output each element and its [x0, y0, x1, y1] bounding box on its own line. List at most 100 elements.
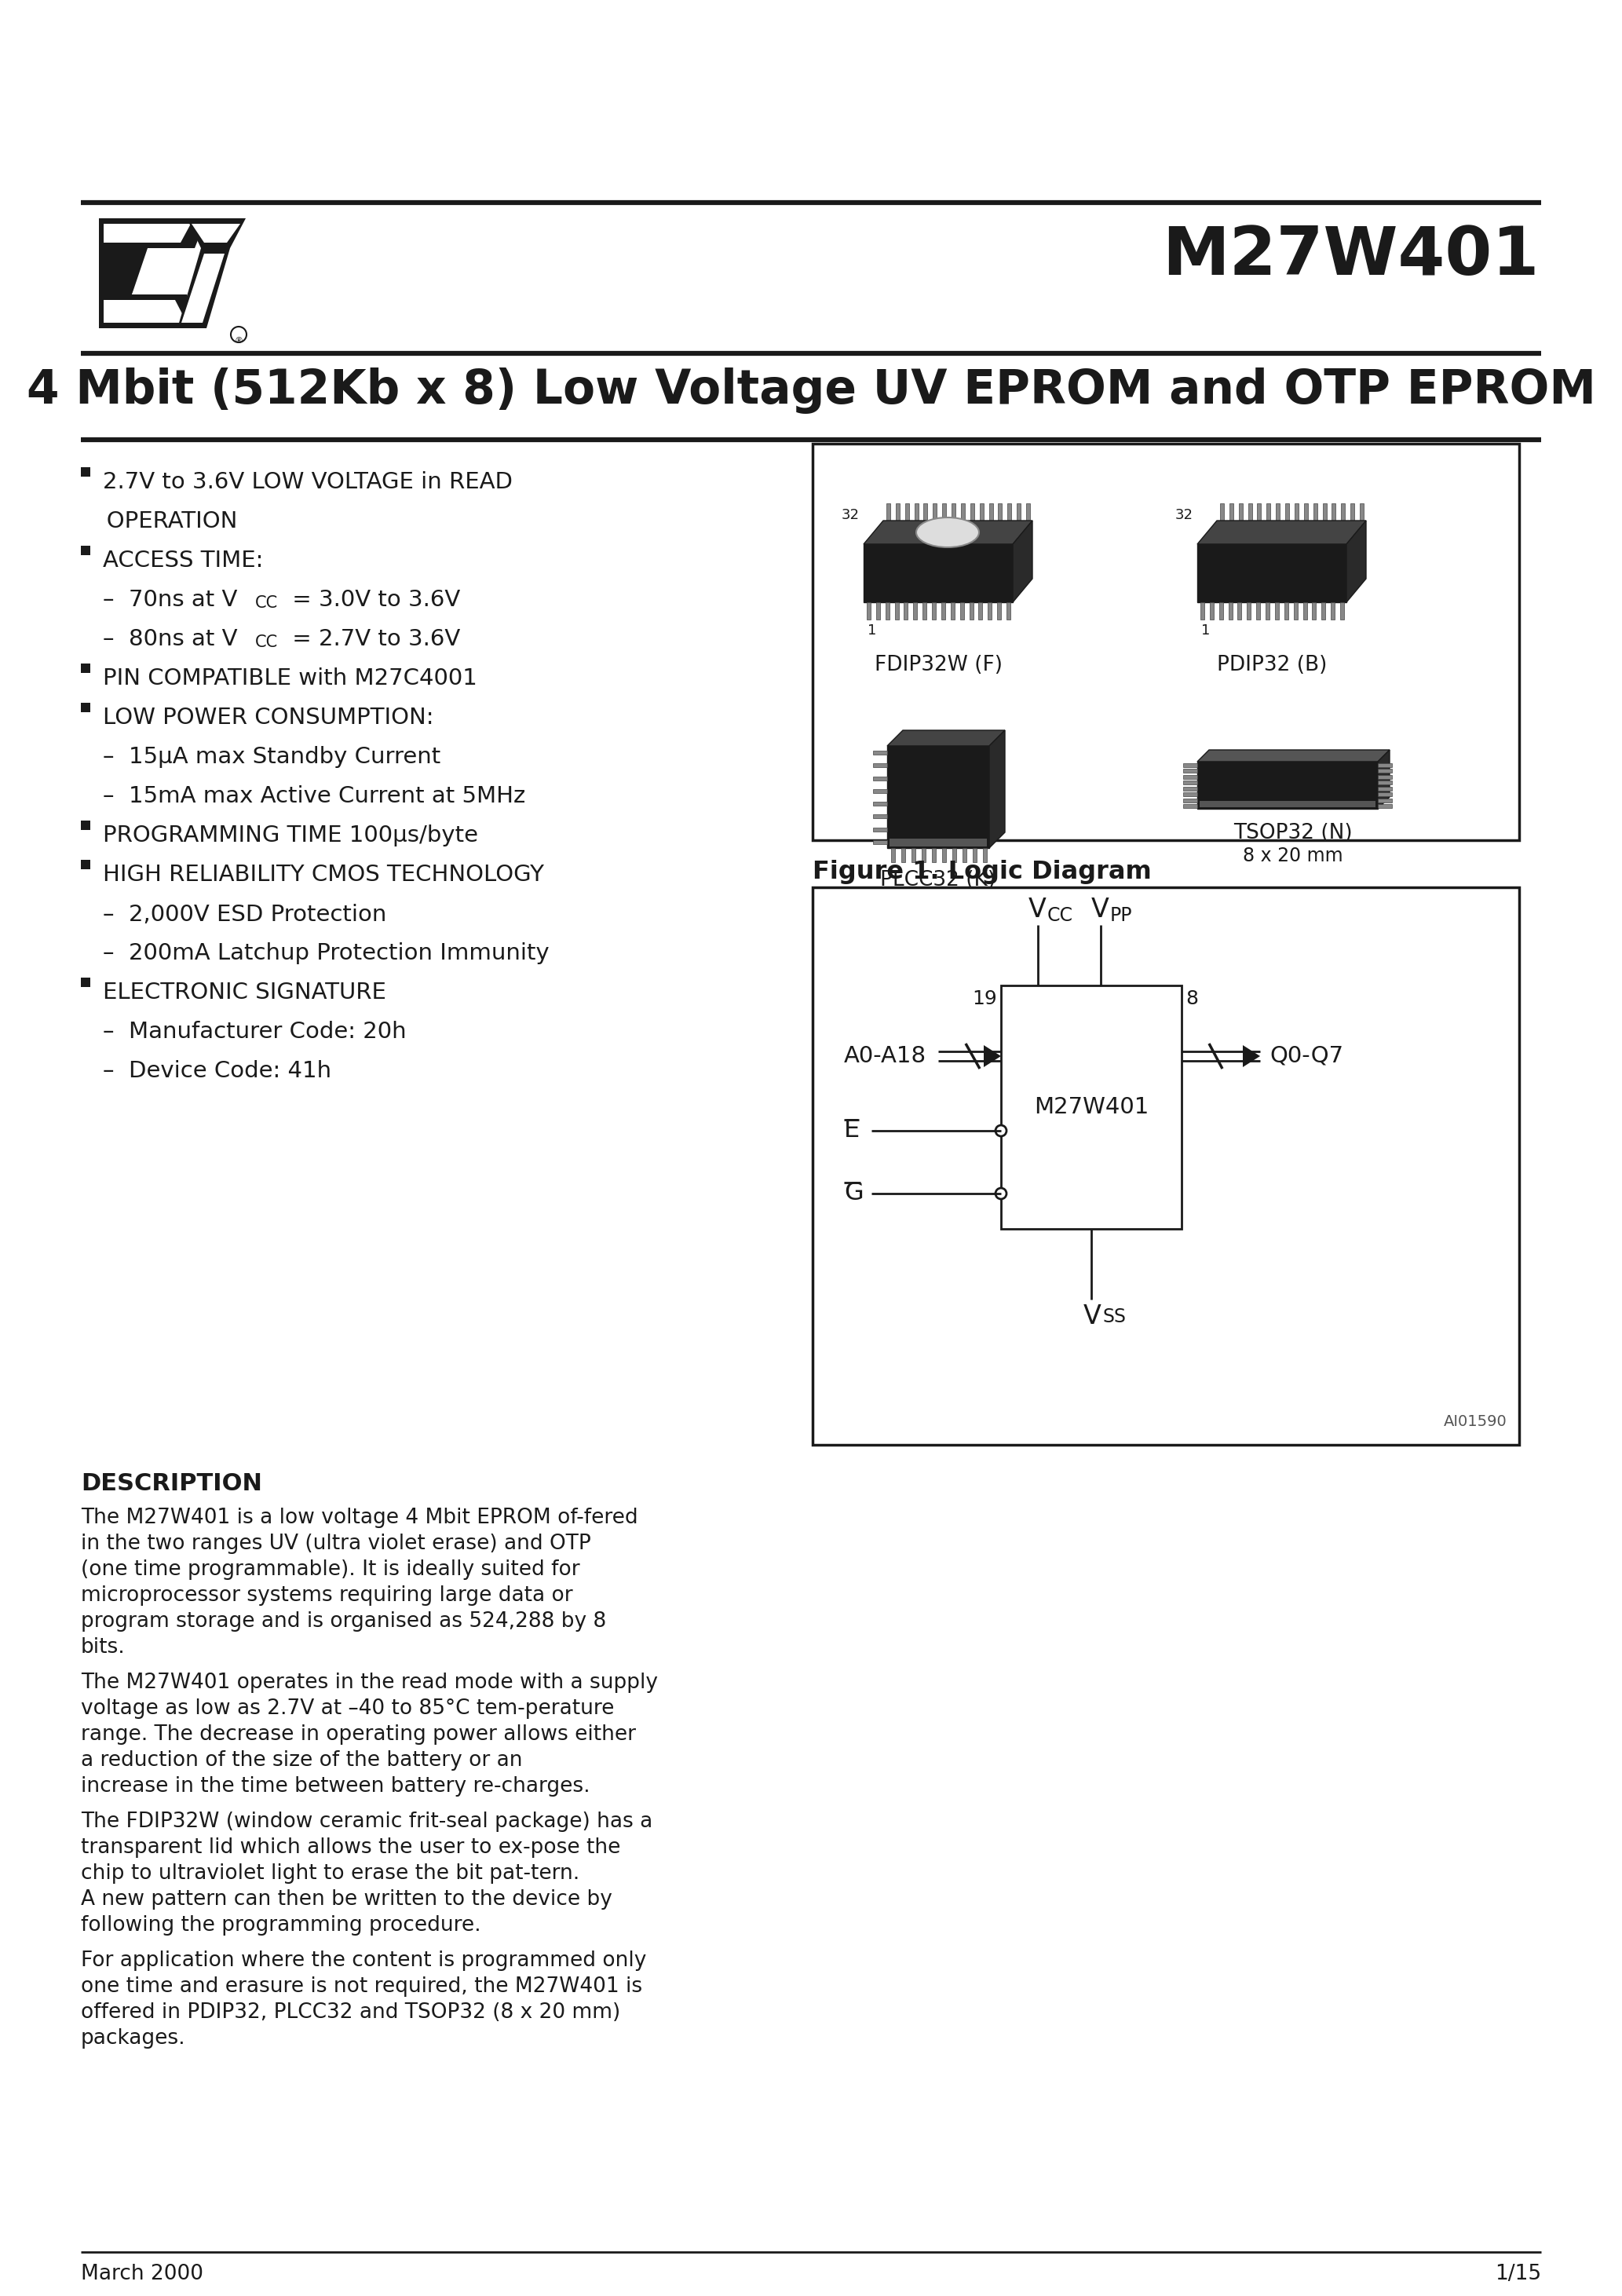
Text: –  70ns at V: – 70ns at V [102, 590, 237, 611]
Bar [1007, 503, 1012, 521]
Bar [1027, 503, 1030, 521]
Bar [1285, 503, 1289, 521]
Text: G: G [843, 1182, 863, 1205]
Polygon shape [863, 544, 1012, 602]
Text: Q0-Q7: Q0-Q7 [1270, 1045, 1343, 1068]
Bar [1182, 799, 1197, 801]
Bar [1294, 602, 1298, 620]
Bar [81, 546, 91, 556]
Text: M27W401: M27W401 [1161, 223, 1539, 289]
Text: OPERATION: OPERATION [84, 510, 237, 533]
Text: program storage and is organised as 524,288 by 8: program storage and is organised as 524,… [81, 1612, 607, 1632]
Polygon shape [187, 218, 247, 248]
Bar [989, 503, 993, 521]
Bar [1312, 602, 1315, 620]
Bar [1377, 762, 1392, 767]
Text: –  Device Code: 41h: – Device Code: 41h [102, 1061, 331, 1081]
Bar [873, 827, 887, 831]
Text: V: V [1092, 898, 1109, 923]
Bar [866, 602, 871, 620]
Bar [980, 503, 983, 521]
Circle shape [996, 1125, 1007, 1137]
Text: Figure 1. Logic Diagram: Figure 1. Logic Diagram [813, 859, 1152, 884]
Bar [1275, 602, 1278, 620]
Bar [915, 503, 918, 521]
Bar [1200, 801, 1375, 808]
Bar [913, 602, 916, 620]
Circle shape [230, 326, 247, 342]
Bar [813, 886, 1520, 1444]
Bar [873, 801, 887, 806]
Bar [1267, 503, 1270, 521]
Bar [1257, 503, 1262, 521]
Polygon shape [1197, 751, 1390, 762]
Bar [81, 978, 91, 987]
Text: PP: PP [1109, 907, 1132, 925]
Text: FDIP32W (F): FDIP32W (F) [874, 654, 1002, 675]
Text: PIN COMPATIBLE with M27C4001: PIN COMPATIBLE with M27C4001 [102, 668, 477, 689]
Bar [1200, 602, 1204, 620]
Bar [1220, 602, 1223, 620]
Bar [1377, 788, 1392, 790]
Polygon shape [989, 730, 1006, 847]
Bar [1257, 602, 1260, 620]
Polygon shape [104, 223, 191, 243]
Text: 32: 32 [842, 507, 860, 521]
Bar [1302, 602, 1307, 620]
Text: in the two ranges UV (ultra violet erase) and OTP: in the two ranges UV (ultra violet erase… [81, 1534, 590, 1554]
Bar [886, 602, 889, 620]
Polygon shape [983, 1045, 1001, 1068]
Text: 19: 19 [972, 990, 998, 1008]
Text: increase in the time between battery re-charges.: increase in the time between battery re-… [81, 1777, 590, 1795]
Bar [1377, 799, 1392, 801]
Bar [1340, 602, 1345, 620]
Text: one time and erasure is not required, the M27W401 is: one time and erasure is not required, th… [81, 1977, 642, 1998]
Text: following the programming procedure.: following the programming procedure. [81, 1915, 482, 1936]
Bar [81, 859, 91, 870]
Text: (one time programmable). It is ideally suited for: (one time programmable). It is ideally s… [81, 1559, 581, 1580]
Bar [1182, 774, 1197, 778]
Text: –  2,000V ESD Protection: – 2,000V ESD Protection [102, 902, 386, 925]
Bar [873, 790, 887, 792]
Bar [1228, 602, 1233, 620]
Text: voltage as low as 2.7V at –40 to 85°C tem-perature: voltage as low as 2.7V at –40 to 85°C te… [81, 1699, 615, 1720]
Text: –  15μA max Standby Current: – 15μA max Standby Current [102, 746, 441, 769]
Bar [1239, 503, 1242, 521]
Text: 1: 1 [1202, 625, 1210, 638]
Text: = 3.0V to 3.6V: = 3.0V to 3.6V [285, 590, 461, 611]
Text: The M27W401 operates in the read mode with a supply: The M27W401 operates in the read mode wi… [81, 1671, 659, 1692]
Bar [970, 503, 975, 521]
Circle shape [996, 1187, 1007, 1199]
Text: ELECTRONIC SIGNATURE: ELECTRONIC SIGNATURE [102, 983, 386, 1003]
Polygon shape [1197, 521, 1366, 544]
Bar [1332, 503, 1337, 521]
Text: A0-A18: A0-A18 [843, 1045, 926, 1068]
Bar [873, 776, 887, 781]
Text: CC: CC [255, 636, 277, 650]
Text: –  15mA max Active Current at 5MHz: – 15mA max Active Current at 5MHz [102, 785, 526, 808]
Polygon shape [887, 746, 989, 847]
Bar [1247, 503, 1252, 521]
Bar [998, 503, 1002, 521]
Bar [1341, 503, 1345, 521]
Bar [1359, 503, 1364, 521]
Text: HIGH RELIABILITY CMOS TECHNOLOGY: HIGH RELIABILITY CMOS TECHNOLOGY [102, 863, 543, 886]
Text: 8 x 20 mm: 8 x 20 mm [1242, 847, 1343, 866]
Text: The FDIP32W (window ceramic frit-seal package) has a: The FDIP32W (window ceramic frit-seal pa… [81, 1812, 652, 1832]
Polygon shape [1197, 762, 1377, 808]
Polygon shape [1377, 751, 1390, 808]
Bar [933, 503, 938, 521]
Polygon shape [1346, 521, 1366, 602]
Bar [1247, 602, 1251, 620]
Text: V: V [1083, 1304, 1101, 1329]
Bar [921, 847, 925, 863]
Text: microprocessor systems requiring large data or: microprocessor systems requiring large d… [81, 1584, 573, 1605]
Bar [1182, 804, 1197, 808]
Polygon shape [182, 253, 224, 324]
Bar [1322, 602, 1325, 620]
Bar [889, 838, 986, 847]
Bar [942, 847, 946, 863]
Bar [1017, 503, 1020, 521]
Polygon shape [863, 521, 1032, 544]
Text: TSOP32 (N): TSOP32 (N) [1233, 822, 1353, 843]
